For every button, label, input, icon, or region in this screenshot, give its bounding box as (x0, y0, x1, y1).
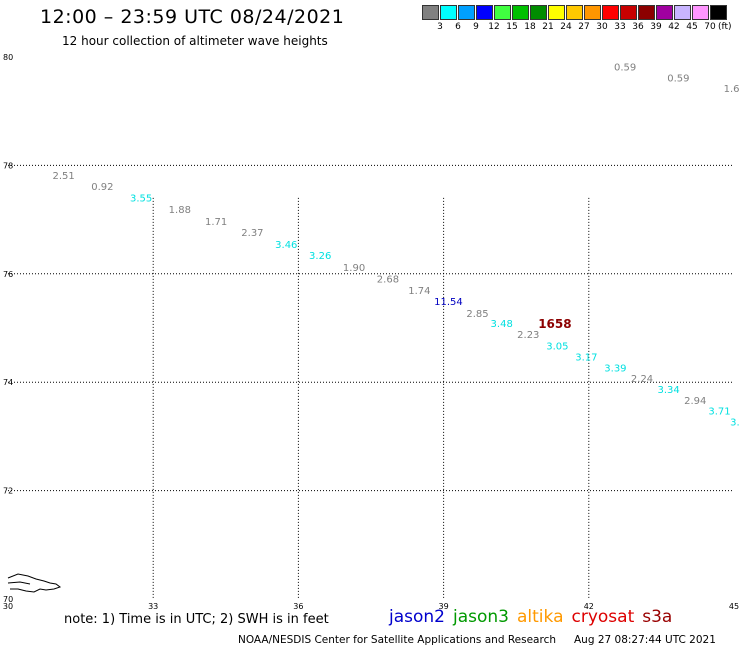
map-title: 12:00 – 23:59 UTC 08/24/2021 (40, 6, 345, 28)
wave-height-value: 3.26 (309, 251, 331, 262)
wave-height-value: 3.55 (130, 194, 152, 205)
wave-height-value: 1.6 (724, 84, 740, 95)
wave-height-value: 1658 (538, 317, 571, 331)
wave-height-value: 3.17 (575, 353, 597, 364)
longitude-tick-label: 42 (584, 602, 594, 611)
legend-label: 12 (488, 22, 500, 32)
mission-altika: altika (517, 607, 564, 627)
legend-label: 27 (578, 22, 590, 32)
wave-height-value: 2.23 (517, 330, 539, 341)
mission-legend: jason2 jason3 altika cryosat s3a (389, 607, 680, 627)
wave-height-value: 0.59 (614, 63, 636, 74)
map-subtitle: 12 hour collection of altimeter wave hei… (62, 34, 328, 48)
legend-label: 3 (437, 22, 443, 32)
longitude-tick-label: 30 (3, 602, 13, 611)
legend-swatch (602, 5, 619, 20)
legend-label: 21 (542, 22, 554, 32)
wave-height-value: 3.48 (491, 319, 513, 330)
legend-swatch (458, 5, 475, 20)
latitude-tick-labels: 80 78 76 74 72 70 (3, 53, 13, 604)
legend-swatch (656, 5, 673, 20)
longitude-tick-label: 33 (148, 602, 158, 611)
wave-height-value: 2.37 (241, 228, 263, 239)
legend-swatch (512, 5, 529, 20)
longitude-tick-label: 39 (439, 602, 449, 611)
legend-label: 9 (473, 22, 479, 32)
legend-label: 15 (506, 22, 518, 32)
legend-swatch (638, 5, 655, 20)
latitude-tick-label: 70 (3, 595, 13, 604)
wave-height-value: 1.90 (343, 263, 365, 274)
latitude-tick-label: 80 (3, 53, 13, 62)
legend-swatch (494, 5, 511, 20)
wave-height-value: 0.92 (91, 182, 113, 193)
legend-label: 36 (632, 22, 644, 32)
wave-height-value: 2.68 (377, 274, 399, 285)
wave-height-value: 2.85 (466, 309, 488, 320)
coastline-island (7, 573, 62, 593)
legend-label: 18 (524, 22, 536, 32)
legend-unit: (ft) (718, 22, 732, 32)
legend-label: 45 (686, 22, 698, 32)
latitude-tick-label: 72 (3, 487, 13, 496)
wave-height-value: 1.88 (169, 205, 191, 216)
legend-swatch (692, 5, 709, 20)
wave-height-value: 0.59 (667, 73, 689, 84)
lat-lon-grid (8, 164, 734, 599)
legend-label: 42 (668, 22, 680, 32)
latitude-tick-label: 76 (3, 270, 13, 279)
legend-swatch (620, 5, 637, 20)
legend-label: 24 (560, 22, 572, 32)
legend-swatch (674, 5, 691, 20)
legend-label: 6 (455, 22, 461, 32)
wave-height-value: 3.05 (546, 342, 568, 353)
wave-height-value: 2.24 (631, 374, 653, 385)
wave-height-value: 2.94 (684, 396, 706, 407)
credit-line: NOAA/NESDIS Center for Satellite Applica… (238, 634, 716, 646)
mission-cryosat: cryosat (571, 607, 635, 627)
wave-height-value: 1.74 (408, 286, 430, 297)
legend-label: 39 (650, 22, 662, 32)
credit-text: NOAA/NESDIS Center for Satellite Applica… (238, 634, 556, 646)
legend-swatch (440, 5, 457, 20)
wave-height-value: 3.46 (275, 240, 297, 251)
wave-height-value: 3.46 (730, 418, 740, 429)
latitude-tick-label: 74 (3, 378, 13, 387)
wave-height-value: 3.39 (604, 363, 626, 374)
wave-height-value: 1.71 (205, 217, 227, 228)
mission-jason3: jason3 (453, 607, 509, 627)
wave-height-observations: 2.51 0.92 3.55 1.88 1.71 2.37 3.46 3.26 1.90 2.68… (53, 63, 740, 429)
legend-swatch (566, 5, 583, 20)
longitude-tick-label: 36 (293, 602, 303, 611)
legend-swatch (476, 5, 493, 20)
legend-swatch (710, 5, 727, 20)
legend-swatch (548, 5, 565, 20)
legend-swatch (584, 5, 601, 20)
legend-label: 33 (614, 22, 626, 32)
wave-height-value: 3.34 (658, 385, 680, 396)
legend-label: 30 (596, 22, 608, 32)
legend-swatch (422, 5, 439, 20)
longitude-tick-labels: 30 33 36 39 42 45 (3, 602, 739, 611)
footnote: note: 1) Time is in UTC; 2) SWH is in fe… (64, 612, 329, 627)
legend-label: 70 (704, 22, 716, 32)
mission-s3a: s3a (642, 607, 673, 627)
wave-height-value: 11.54 (434, 297, 463, 308)
generation-timestamp: Aug 27 08:27:44 UTC 2021 (574, 634, 716, 646)
wave-height-value: 3.71 (708, 407, 730, 418)
longitude-tick-label: 45 (729, 602, 739, 611)
latitude-tick-label: 78 (3, 161, 13, 170)
legend-swatch (530, 5, 547, 20)
mission-jason2: jason2 (389, 607, 445, 627)
wave-height-value: 2.51 (53, 171, 75, 182)
